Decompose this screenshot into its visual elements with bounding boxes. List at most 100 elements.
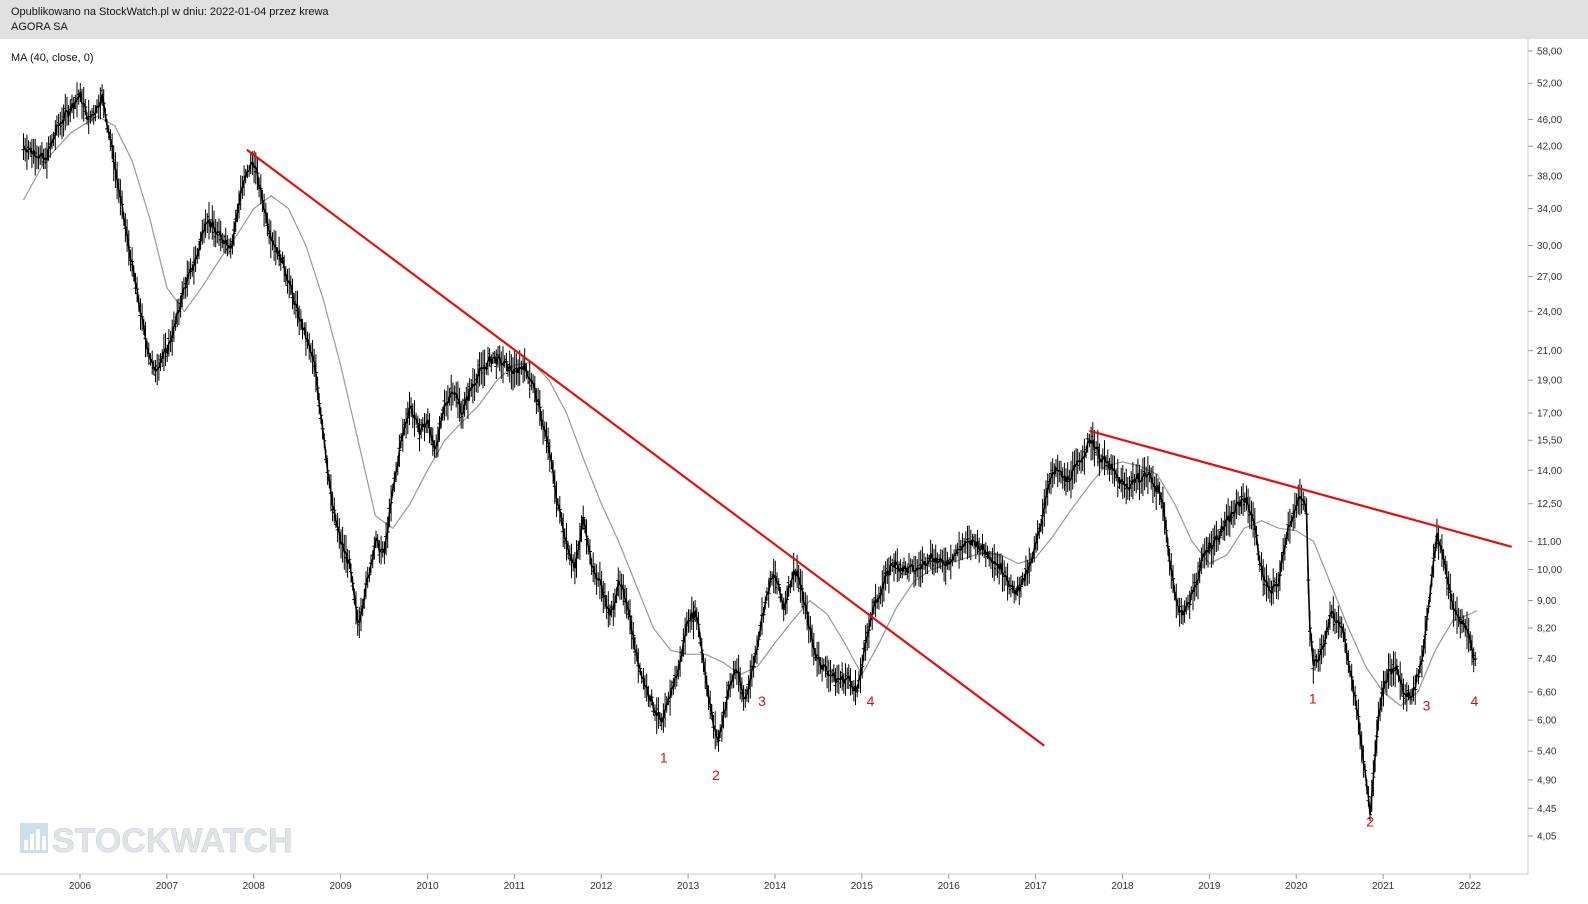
y-tick: 14,00 — [1528, 466, 1562, 477]
wave-label: 2 — [1366, 814, 1374, 830]
y-tick-label: 19,00 — [1537, 376, 1562, 387]
y-tick: 17,00 — [1528, 408, 1562, 419]
x-tick-label: 2017 — [1025, 881, 1048, 892]
y-tick: 52,00 — [1528, 79, 1562, 90]
x-tick: 2012 — [590, 874, 613, 892]
y-tick-label: 42,00 — [1537, 142, 1562, 153]
y-tick-label: 4,45 — [1537, 804, 1557, 815]
y-tick: 24,00 — [1528, 307, 1562, 318]
y-axis: 58,00 52,00 46,00 42,00 38,00 34,00 30,00 27,00… — [1528, 47, 1562, 843]
y-tick: 10,00 — [1528, 565, 1562, 576]
wave-label: 1 — [1309, 690, 1317, 706]
wave-label: 4 — [1470, 693, 1478, 709]
x-tick-label: 2009 — [330, 881, 353, 892]
wave-label: 1 — [660, 749, 668, 765]
y-tick-label: 7,40 — [1537, 654, 1557, 665]
y-tick: 38,00 — [1528, 171, 1562, 182]
y-tick-label: 27,00 — [1537, 272, 1562, 283]
y-tick-label: 8,20 — [1537, 624, 1557, 635]
wave-label: 2 — [712, 767, 720, 783]
wave-label: 4 — [867, 693, 875, 709]
y-tick-label: 46,00 — [1537, 115, 1562, 126]
y-tick: 4,05 — [1528, 832, 1557, 843]
y-tick-label: 4,90 — [1537, 775, 1557, 786]
y-tick-label: 30,00 — [1537, 241, 1562, 252]
y-tick: 15,50 — [1528, 436, 1562, 447]
y-tick: 7,40 — [1528, 654, 1557, 665]
wave-labels: 1 2 3 4 1 2 3 4 — [660, 690, 1479, 829]
y-tick-label: 34,00 — [1537, 204, 1562, 215]
y-tick-label: 52,00 — [1537, 79, 1562, 90]
y-tick: 58,00 — [1528, 47, 1562, 58]
y-tick-label: 6,60 — [1537, 688, 1557, 699]
chart-header: Opublikowano na StockWatch.pl w dniu: 20… — [0, 0, 1588, 39]
y-tick-label: 5,40 — [1537, 747, 1557, 758]
y-tick: 34,00 — [1528, 204, 1562, 215]
x-tick-label: 2018 — [1111, 881, 1134, 892]
wave-label: 3 — [758, 693, 766, 709]
x-tick-label: 2020 — [1285, 881, 1308, 892]
y-tick: 27,00 — [1528, 272, 1562, 283]
y-tick-label: 24,00 — [1537, 307, 1562, 318]
y-tick: 12,50 — [1528, 499, 1562, 510]
y-tick-label: 21,00 — [1537, 346, 1562, 357]
y-tick: 21,00 — [1528, 346, 1562, 357]
x-tick: 2020 — [1285, 874, 1308, 892]
x-tick: 2019 — [1198, 874, 1221, 892]
x-tick: 2006 — [69, 874, 92, 892]
x-tick: 2010 — [416, 874, 439, 892]
x-tick-label: 2015 — [851, 881, 874, 892]
x-tick-label: 2007 — [156, 881, 179, 892]
x-tick: 2007 — [156, 874, 179, 892]
price-series-line — [22, 92, 1476, 815]
x-tick-label: 2008 — [243, 881, 266, 892]
y-tick-label: 17,00 — [1537, 408, 1562, 419]
watermark-logo: STOCKWATCH — [20, 822, 293, 860]
y-tick-label: 38,00 — [1537, 171, 1562, 182]
y-tick: 4,45 — [1528, 804, 1557, 815]
y-tick: 4,90 — [1528, 775, 1557, 786]
y-tick-label: 10,00 — [1537, 565, 1562, 576]
y-tick: 19,00 — [1528, 376, 1562, 387]
x-tick-label: 2006 — [69, 881, 92, 892]
x-tick: 2013 — [677, 874, 700, 892]
ma-series-line — [22, 115, 1478, 707]
y-tick: 9,00 — [1528, 596, 1557, 607]
x-tick-label: 2013 — [677, 881, 700, 892]
y-tick: 11,00 — [1528, 537, 1562, 548]
y-tick-label: 6,00 — [1537, 716, 1557, 727]
y-tick-label: 11,00 — [1537, 537, 1562, 548]
x-tick-label: 2011 — [504, 881, 526, 892]
x-tick: 2008 — [243, 874, 266, 892]
x-tick-label: 2010 — [416, 881, 439, 892]
y-tick: 6,60 — [1528, 688, 1557, 699]
x-axis: 2006 2007 2008 2009 2010 2011 2012 2013 2014 2015… — [69, 874, 1482, 892]
y-tick: 30,00 — [1528, 241, 1562, 252]
x-tick-label: 2012 — [590, 881, 613, 892]
x-tick: 2022 — [1459, 874, 1482, 892]
x-tick-label: 2021 — [1372, 881, 1395, 892]
x-tick: 2017 — [1025, 874, 1048, 892]
x-tick: 2021 — [1372, 874, 1395, 892]
trendlines — [246, 148, 1512, 747]
indicator-label: MA (40, close, 0) — [11, 52, 94, 64]
trendline — [1089, 429, 1512, 548]
y-tick-label: 9,00 — [1537, 596, 1557, 607]
x-tick-label: 2016 — [938, 881, 961, 892]
x-tick: 2018 — [1111, 874, 1134, 892]
x-tick: 2009 — [330, 874, 353, 892]
x-tick: 2011 — [504, 874, 526, 892]
y-tick: 42,00 — [1528, 142, 1562, 153]
x-tick: 2014 — [764, 874, 787, 892]
y-tick-label: 12,50 — [1537, 499, 1562, 510]
y-tick-label: 14,00 — [1537, 466, 1562, 477]
x-tick-label: 2019 — [1198, 881, 1221, 892]
published-info: Opublikowano na StockWatch.pl w dniu: 20… — [11, 6, 329, 18]
y-tick-label: 4,05 — [1537, 832, 1557, 843]
y-tick: 8,20 — [1528, 624, 1557, 635]
ticker-name: AGORA SA — [11, 21, 68, 33]
x-tick: 2016 — [938, 874, 961, 892]
y-tick: 6,00 — [1528, 716, 1557, 727]
wave-label: 3 — [1423, 697, 1431, 713]
